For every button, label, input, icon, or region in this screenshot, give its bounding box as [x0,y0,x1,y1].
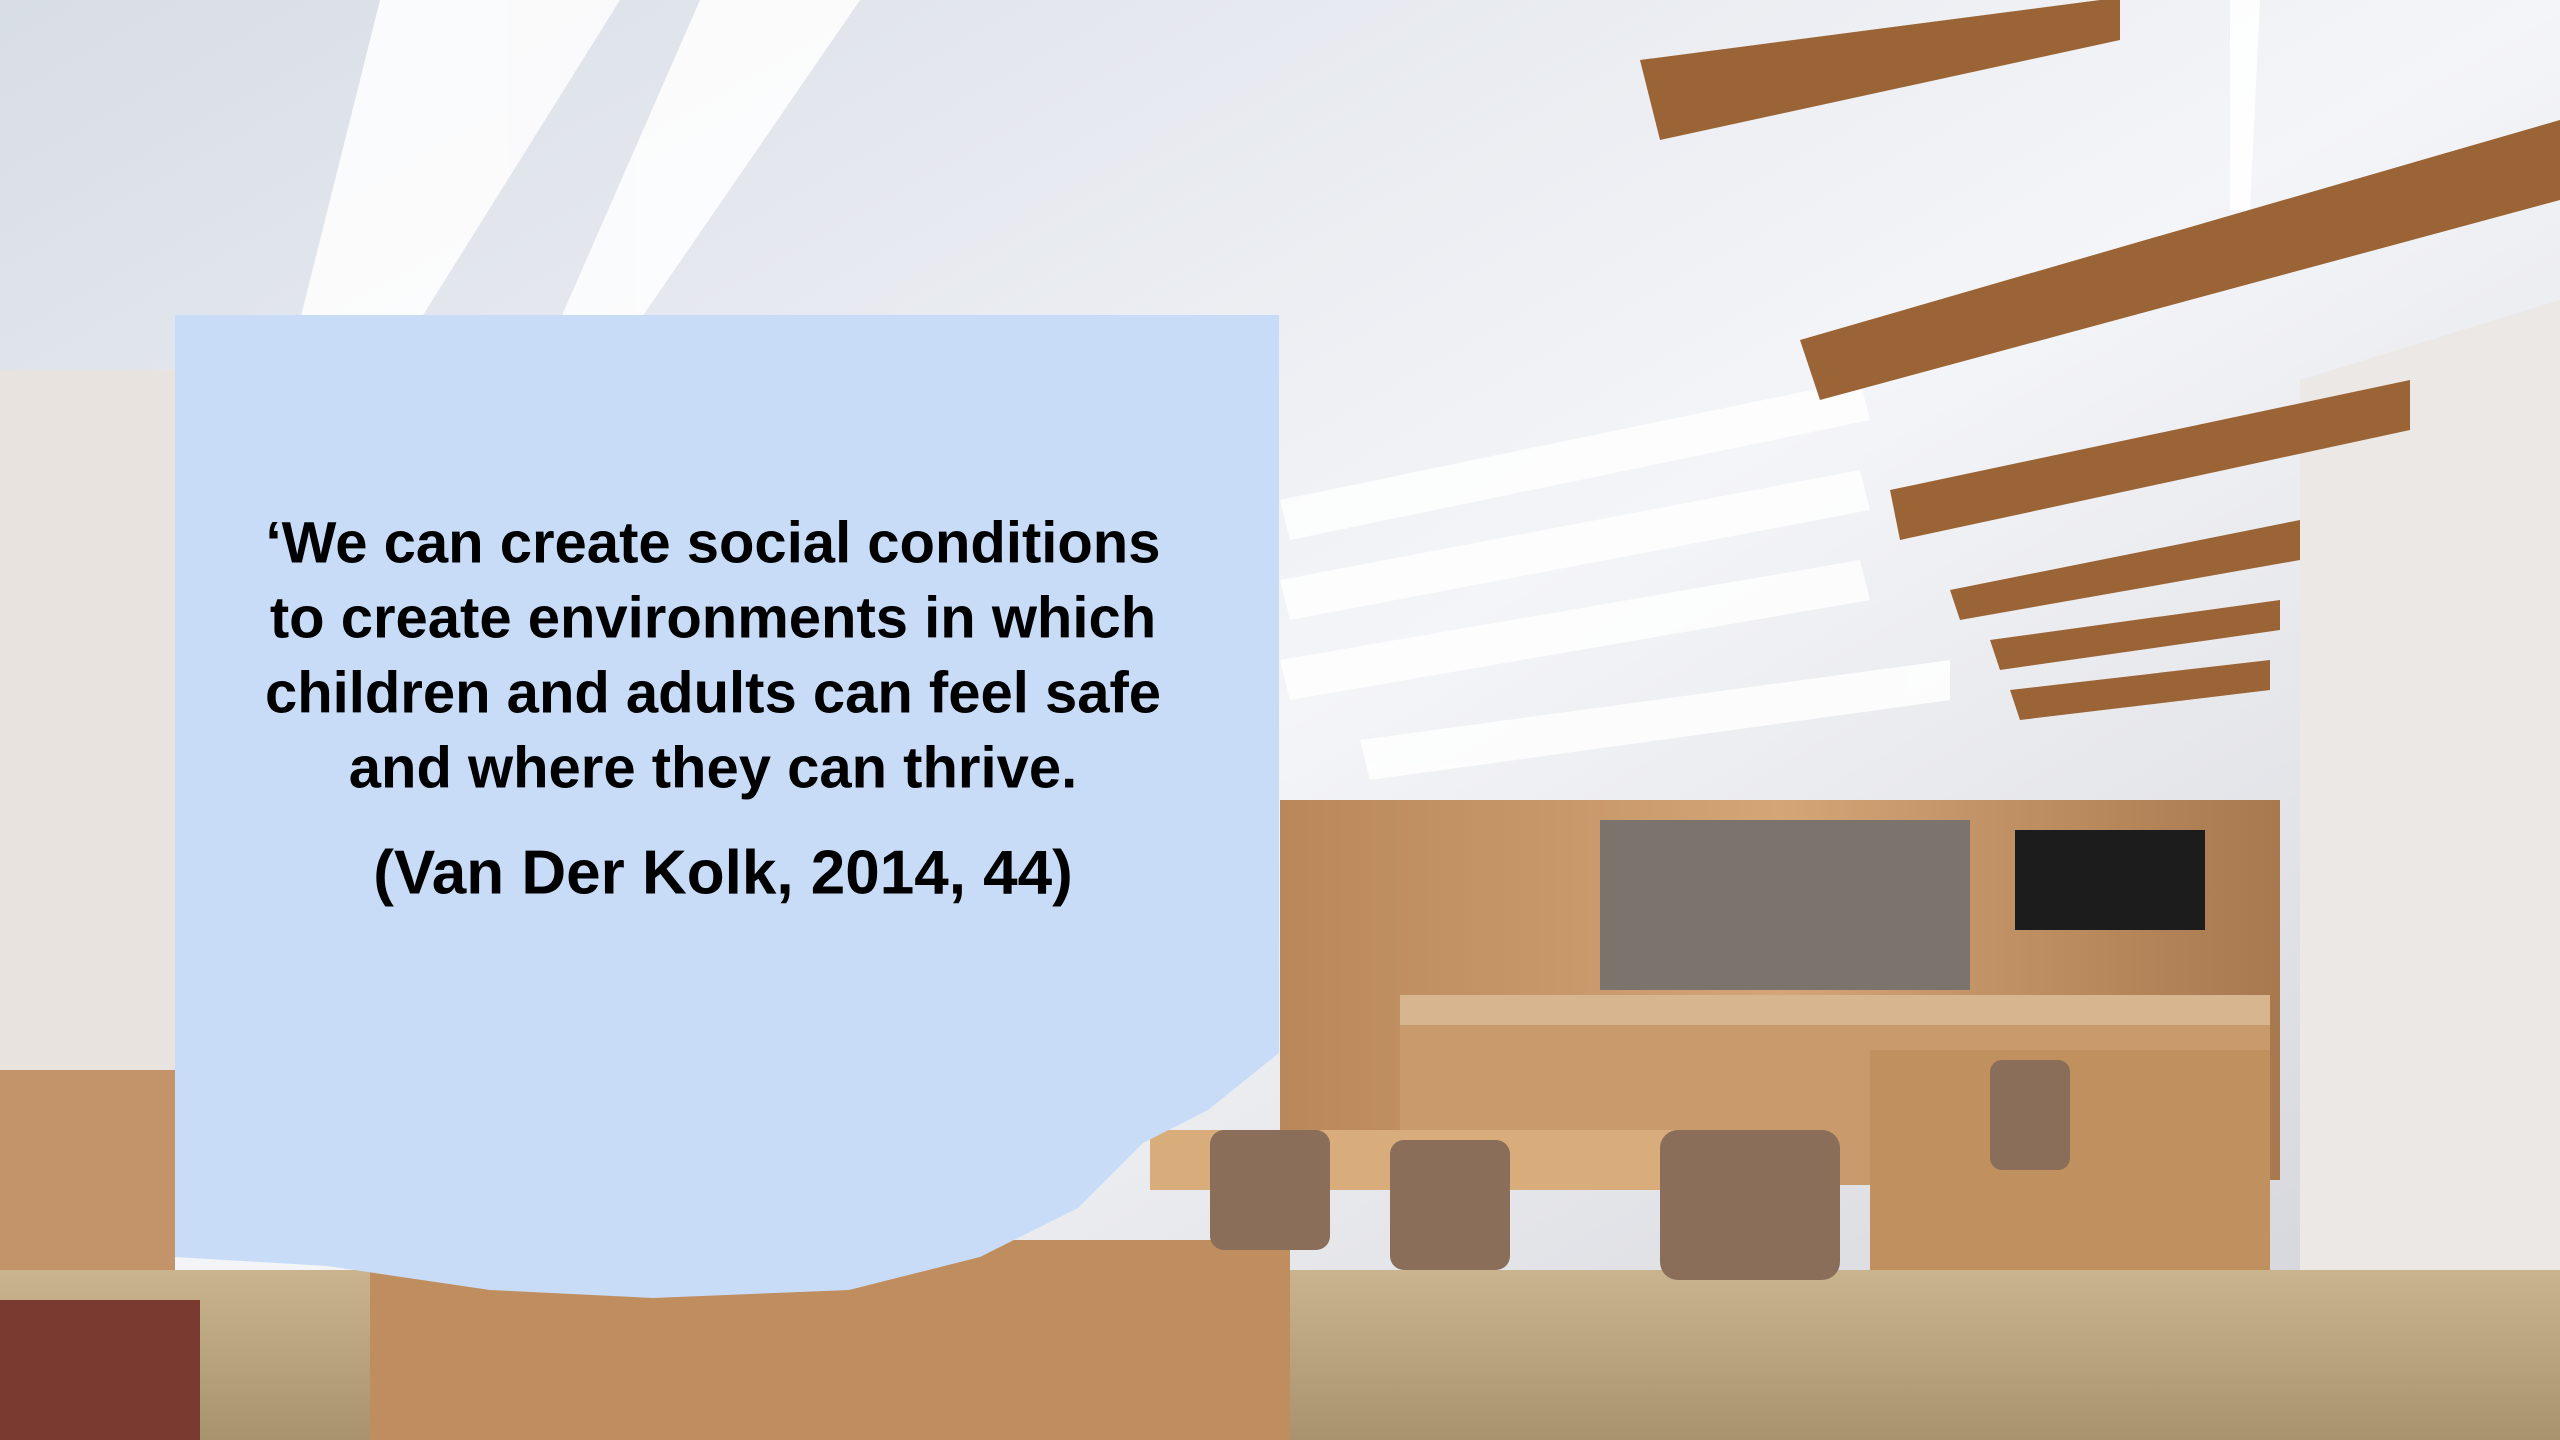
quote-line: children and adults can feel safe [265,660,1161,725]
slide: ‘We can create social conditions to crea… [0,0,2560,1440]
quote-line: ‘We can create social conditions [265,510,1160,575]
page: ‘We can create social conditions to crea… [0,0,2560,1440]
quote-line: and where they can thrive. [349,735,1077,800]
quote-panel [175,315,1279,1298]
citation: (Van Der Kolk, 2014, 44) [373,838,1073,907]
quote: ‘We can create social conditions to crea… [265,510,1161,907]
quote-line: to create environments in which [270,585,1156,650]
